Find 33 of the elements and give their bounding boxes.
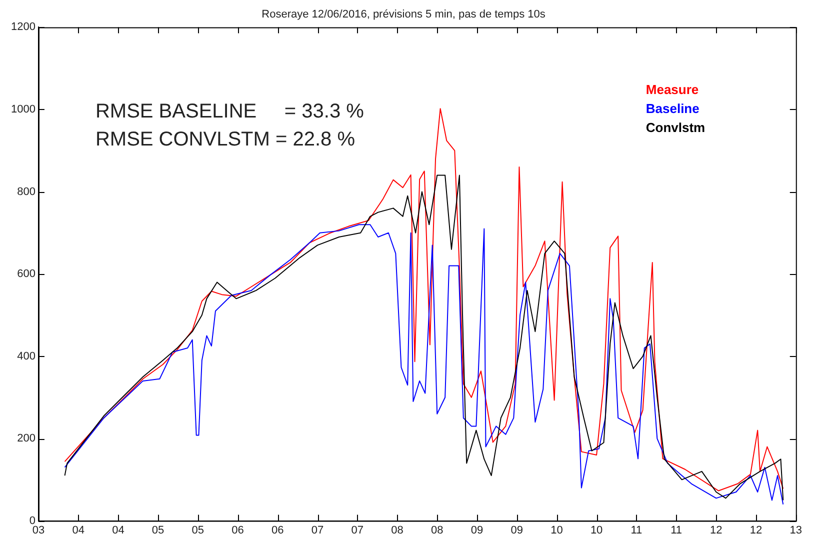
x-tick-label: 04 — [72, 524, 84, 536]
x-tick-label: 06 — [232, 524, 244, 536]
chart-title: Roseraye 12/06/2016, prévisions 5 min, pas de temps 10s — [262, 8, 546, 21]
x-tick-label: 07 — [351, 524, 364, 536]
x-tick-label: 09 — [510, 524, 523, 536]
x-tick-label: 05 — [192, 524, 204, 536]
y-tick-label: 1200 — [10, 21, 36, 34]
x-tick-label: 08 — [391, 524, 404, 536]
annotation: RMSE BASELINE = 33.3 % — [95, 100, 364, 123]
x-tick-label: 10 — [550, 524, 563, 536]
text: Convlstm — [646, 120, 706, 135]
x-tick-label: 04 — [112, 524, 124, 536]
y-tick-label: 0 — [29, 514, 36, 527]
annotation: RMSE CONVLSTM = 22.8 % — [95, 128, 356, 151]
x-tick-label: 13 — [790, 524, 802, 536]
x-tick-label: 06 — [272, 524, 284, 536]
x-tick-label: 12 — [710, 524, 722, 536]
x-tick-label: 11 — [630, 524, 642, 536]
y-tick-label: 800 — [17, 186, 36, 198]
text: Baseline — [646, 100, 700, 116]
y-tick-label: 1000 — [10, 104, 36, 116]
x-tick-label: 10 — [590, 524, 603, 536]
x-tick-label: 05 — [152, 524, 164, 536]
y-tick-label: 400 — [17, 350, 36, 362]
x-tick-label: 03 — [32, 524, 45, 536]
text: Measure — [646, 82, 699, 97]
x-tick-label: 07 — [311, 524, 324, 536]
y-tick-label: 600 — [17, 268, 36, 280]
y-tick-label: 200 — [17, 432, 36, 445]
x-tick-label: 12 — [750, 524, 762, 536]
x-tick-label: 11 — [670, 524, 682, 536]
x-tick-label: 08 — [430, 524, 444, 536]
x-tick-label: 09 — [470, 524, 484, 536]
